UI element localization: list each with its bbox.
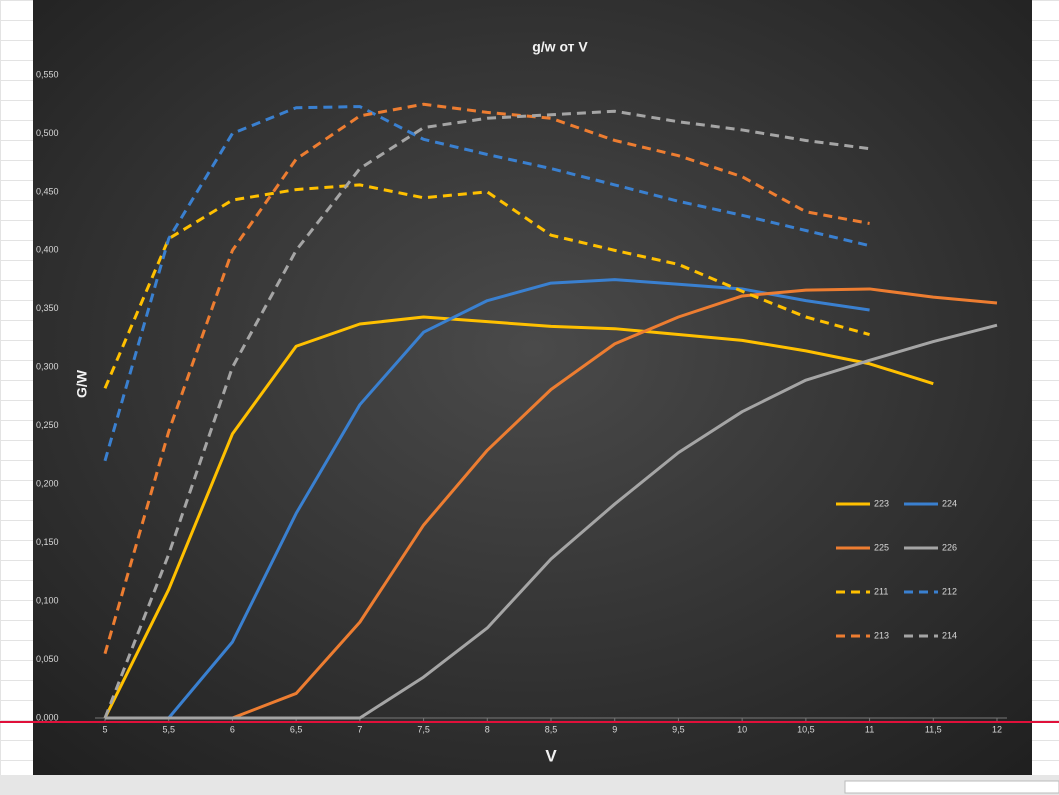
series-line [103, 183, 870, 389]
x-tick-label: 11 [865, 724, 874, 734]
series-line [103, 105, 870, 462]
legend-label: 223 [874, 498, 889, 508]
series-line [103, 109, 870, 719]
x-tick-label: 12 [992, 724, 1002, 734]
plot: 0,000 0,050 0,100 0,150 0,200 0,250 0,300 0,350… [36, 69, 1007, 734]
y-tick-label: 0,550 [36, 69, 59, 79]
series-line [105, 323, 998, 720]
x-tick-label: 7 [357, 724, 362, 734]
series-line [103, 102, 870, 655]
x-tick-label: 10,5 [797, 724, 815, 734]
x-tick-label: 7,5 [417, 724, 430, 734]
legend-label: 225 [874, 542, 889, 552]
y-tick-label: 0,100 [36, 595, 59, 605]
y-tick-label: 0,350 [36, 303, 59, 313]
series-line [105, 278, 870, 720]
x-tick-label: 10 [737, 724, 747, 734]
y-tick-label: 0,400 [36, 245, 59, 255]
x-axis-label: V [545, 746, 557, 765]
x-tick-label: 9 [612, 724, 617, 734]
x-tick-label: 11,5 [925, 724, 942, 734]
legend-label: 214 [942, 630, 957, 640]
scrollbar[interactable] [844, 780, 1059, 794]
status-bar [0, 775, 1059, 795]
chart-area [33, 0, 1032, 775]
legend-label: 212 [942, 586, 957, 596]
y-tick-label: 0,500 [36, 128, 59, 138]
legend-label: 224 [942, 498, 957, 508]
legend-label: 226 [942, 542, 957, 552]
y-tick-label: 0,250 [36, 420, 59, 430]
x-tick-label: 9,5 [672, 724, 685, 734]
x-tick-label: 8,5 [545, 724, 558, 734]
y-axis-label: G/W [74, 369, 90, 398]
x-tick-label: 8 [485, 724, 490, 734]
x-tick-label: 5 [102, 724, 107, 734]
legend-label: 213 [874, 630, 889, 640]
y-tick-label: 0,000 [36, 712, 59, 722]
y-tick-label: 0,450 [36, 186, 59, 196]
y-tick-label: 0,200 [36, 479, 59, 489]
legend-label: 211 [874, 586, 888, 596]
y-tick-label: 0,150 [36, 537, 59, 547]
series-line [103, 315, 934, 719]
x-tick-label: 5,5 [162, 724, 175, 734]
x-tick-label: 6,5 [290, 724, 303, 734]
chart-title: g/w от V [532, 39, 588, 55]
y-tick-label: 0,050 [36, 654, 59, 664]
series-line [105, 287, 998, 720]
y-tick-label: 0,300 [36, 362, 59, 372]
x-tick-label: 6 [230, 724, 235, 734]
